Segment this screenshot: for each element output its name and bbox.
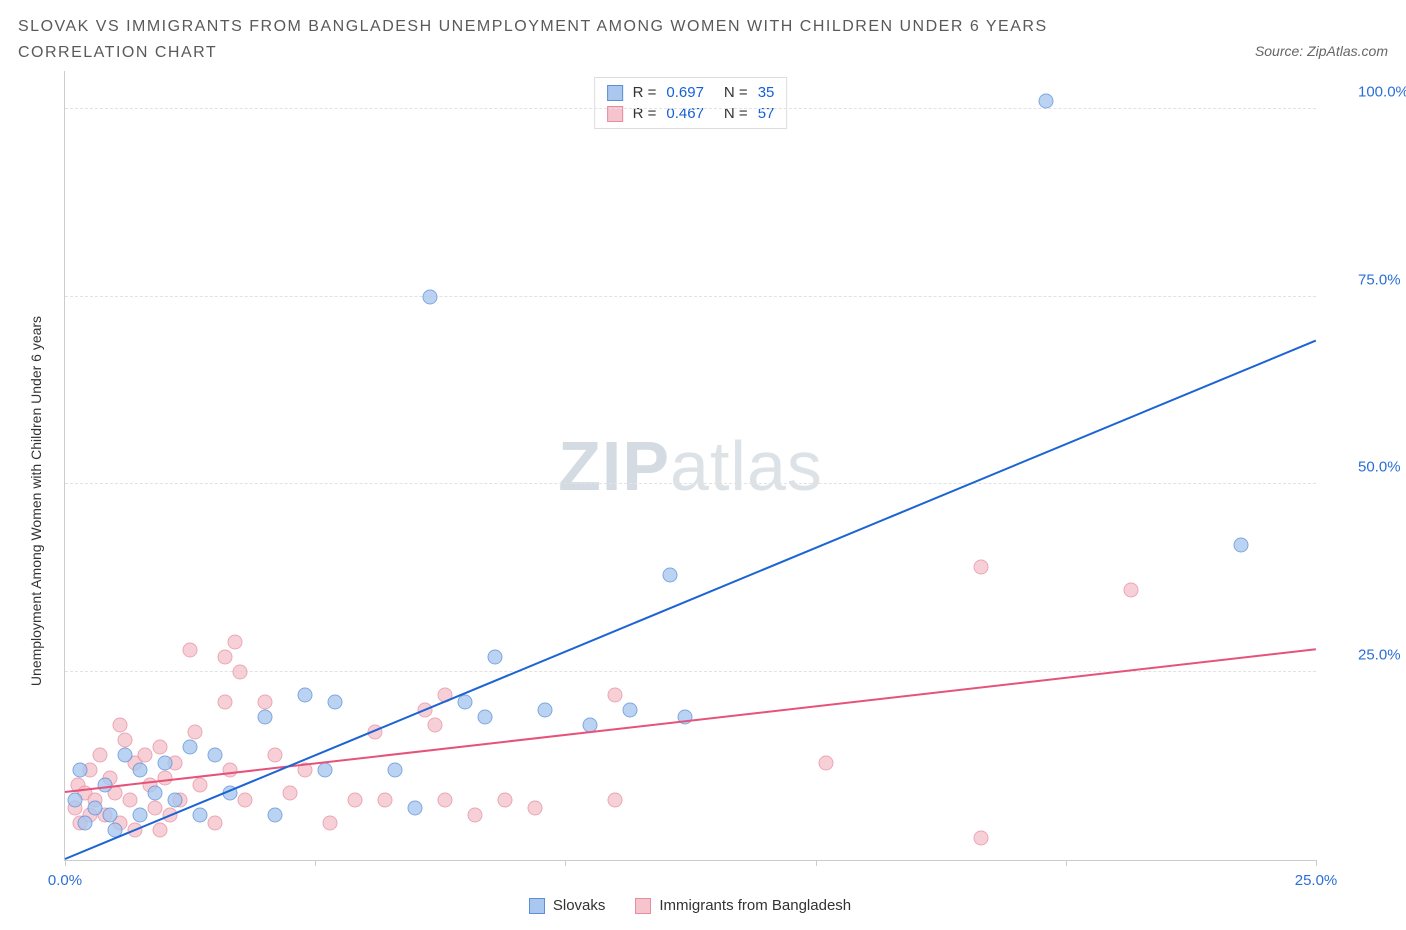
scatter-point-bangladesh bbox=[283, 785, 298, 800]
gridline bbox=[65, 108, 1316, 109]
scatter-point-slovaks bbox=[73, 763, 88, 778]
scatter-point-slovaks bbox=[318, 763, 333, 778]
scatter-point-slovaks bbox=[1038, 94, 1053, 109]
scatter-point-slovaks bbox=[268, 808, 283, 823]
scatter-point-slovaks bbox=[193, 808, 208, 823]
scatter-point-bangladesh bbox=[428, 717, 443, 732]
legend-label-slovaks: Slovaks bbox=[553, 897, 606, 914]
series-legend: Slovaks Immigrants from Bangladesh bbox=[64, 897, 1316, 914]
scatter-point-slovaks bbox=[148, 785, 163, 800]
scatter-point-slovaks bbox=[388, 763, 403, 778]
x-tick-label: 0.0% bbox=[48, 872, 82, 889]
scatter-point-bangladesh bbox=[528, 800, 543, 815]
scatter-point-bangladesh bbox=[223, 763, 238, 778]
scatter-point-bangladesh bbox=[153, 823, 168, 838]
scatter-point-slovaks bbox=[133, 808, 148, 823]
plot-area: ZIPatlas R =0.697 N =35 R =0.467 N =57 2… bbox=[64, 71, 1316, 861]
scatter-point-slovaks bbox=[423, 289, 438, 304]
scatter-point-slovaks bbox=[258, 710, 273, 725]
scatter-point-bangladesh bbox=[468, 808, 483, 823]
scatter-point-bangladesh bbox=[228, 635, 243, 650]
legend-swatch-slovaks-bottom bbox=[529, 898, 545, 914]
scatter-point-bangladesh bbox=[208, 815, 223, 830]
scatter-point-slovaks bbox=[1233, 537, 1248, 552]
scatter-point-bangladesh bbox=[268, 748, 283, 763]
gridline bbox=[65, 296, 1316, 297]
scatter-point-bangladesh bbox=[323, 815, 338, 830]
chart-title: SLOVAK VS IMMIGRANTS FROM BANGLADESH UNE… bbox=[18, 14, 1128, 65]
scatter-point-bangladesh bbox=[238, 793, 253, 808]
watermark: ZIPatlas bbox=[558, 426, 823, 506]
scatter-point-bangladesh bbox=[973, 830, 988, 845]
x-tick bbox=[565, 860, 566, 866]
legend-swatch-bangladesh-bottom bbox=[635, 898, 651, 914]
scatter-point-slovaks bbox=[158, 755, 173, 770]
scatter-point-slovaks bbox=[183, 740, 198, 755]
scatter-point-bangladesh bbox=[188, 725, 203, 740]
x-tick bbox=[315, 860, 316, 866]
y-tick-label: 25.0% bbox=[1358, 647, 1401, 664]
chart-area: Unemployment Among Women with Children U… bbox=[18, 71, 1388, 914]
x-tick bbox=[816, 860, 817, 866]
scatter-point-bangladesh bbox=[93, 748, 108, 763]
scatter-point-slovaks bbox=[623, 702, 638, 717]
x-tick-label: 25.0% bbox=[1295, 872, 1338, 889]
scatter-point-slovaks bbox=[118, 748, 133, 763]
scatter-point-bangladesh bbox=[818, 755, 833, 770]
source-label: Source: ZipAtlas.com bbox=[1255, 43, 1388, 65]
scatter-point-bangladesh bbox=[378, 793, 393, 808]
scatter-point-slovaks bbox=[408, 800, 423, 815]
legend-label-bangladesh: Immigrants from Bangladesh bbox=[659, 897, 851, 914]
scatter-point-slovaks bbox=[538, 702, 553, 717]
scatter-point-bangladesh bbox=[113, 717, 128, 732]
scatter-point-bangladesh bbox=[148, 800, 163, 815]
y-tick-label: 50.0% bbox=[1358, 459, 1401, 476]
y-tick-label: 75.0% bbox=[1358, 271, 1401, 288]
scatter-point-slovaks bbox=[68, 793, 83, 808]
scatter-point-slovaks bbox=[208, 748, 223, 763]
scatter-point-slovaks bbox=[488, 650, 503, 665]
scatter-point-bangladesh bbox=[608, 687, 623, 702]
scatter-point-bangladesh bbox=[218, 695, 233, 710]
scatter-point-slovaks bbox=[78, 815, 93, 830]
scatter-point-slovaks bbox=[88, 800, 103, 815]
scatter-point-bangladesh bbox=[218, 650, 233, 665]
trendline-slovaks bbox=[65, 340, 1317, 860]
scatter-point-slovaks bbox=[103, 808, 118, 823]
scatter-point-bangladesh bbox=[1123, 582, 1138, 597]
x-tick bbox=[1316, 860, 1317, 866]
legend-swatch-slovaks bbox=[607, 85, 623, 101]
n-value-slovaks: 35 bbox=[758, 84, 775, 101]
scatter-point-bangladesh bbox=[438, 793, 453, 808]
x-tick bbox=[65, 860, 66, 866]
scatter-point-bangladesh bbox=[138, 748, 153, 763]
scatter-point-bangladesh bbox=[498, 793, 513, 808]
x-tick bbox=[1066, 860, 1067, 866]
r-value-slovaks: 0.697 bbox=[666, 84, 704, 101]
correlation-legend: R =0.697 N =35 R =0.467 N =57 bbox=[594, 77, 788, 129]
gridline bbox=[65, 483, 1316, 484]
scatter-point-bangladesh bbox=[158, 770, 173, 785]
scatter-point-slovaks bbox=[458, 695, 473, 710]
scatter-point-bangladesh bbox=[118, 732, 133, 747]
scatter-point-slovaks bbox=[298, 687, 313, 702]
scatter-point-bangladesh bbox=[183, 642, 198, 657]
scatter-point-bangladesh bbox=[348, 793, 363, 808]
scatter-point-bangladesh bbox=[233, 665, 248, 680]
scatter-point-slovaks bbox=[663, 567, 678, 582]
trendline-bangladesh bbox=[65, 648, 1316, 793]
scatter-point-slovaks bbox=[133, 763, 148, 778]
scatter-point-bangladesh bbox=[153, 740, 168, 755]
scatter-point-bangladesh bbox=[608, 793, 623, 808]
scatter-point-slovaks bbox=[328, 695, 343, 710]
scatter-point-bangladesh bbox=[973, 560, 988, 575]
scatter-point-bangladesh bbox=[123, 793, 138, 808]
scatter-point-slovaks bbox=[168, 793, 183, 808]
y-tick-label: 100.0% bbox=[1358, 83, 1406, 100]
scatter-point-bangladesh bbox=[193, 778, 208, 793]
scatter-point-slovaks bbox=[478, 710, 493, 725]
y-axis-label: Unemployment Among Women with Children U… bbox=[28, 316, 44, 686]
scatter-point-bangladesh bbox=[258, 695, 273, 710]
